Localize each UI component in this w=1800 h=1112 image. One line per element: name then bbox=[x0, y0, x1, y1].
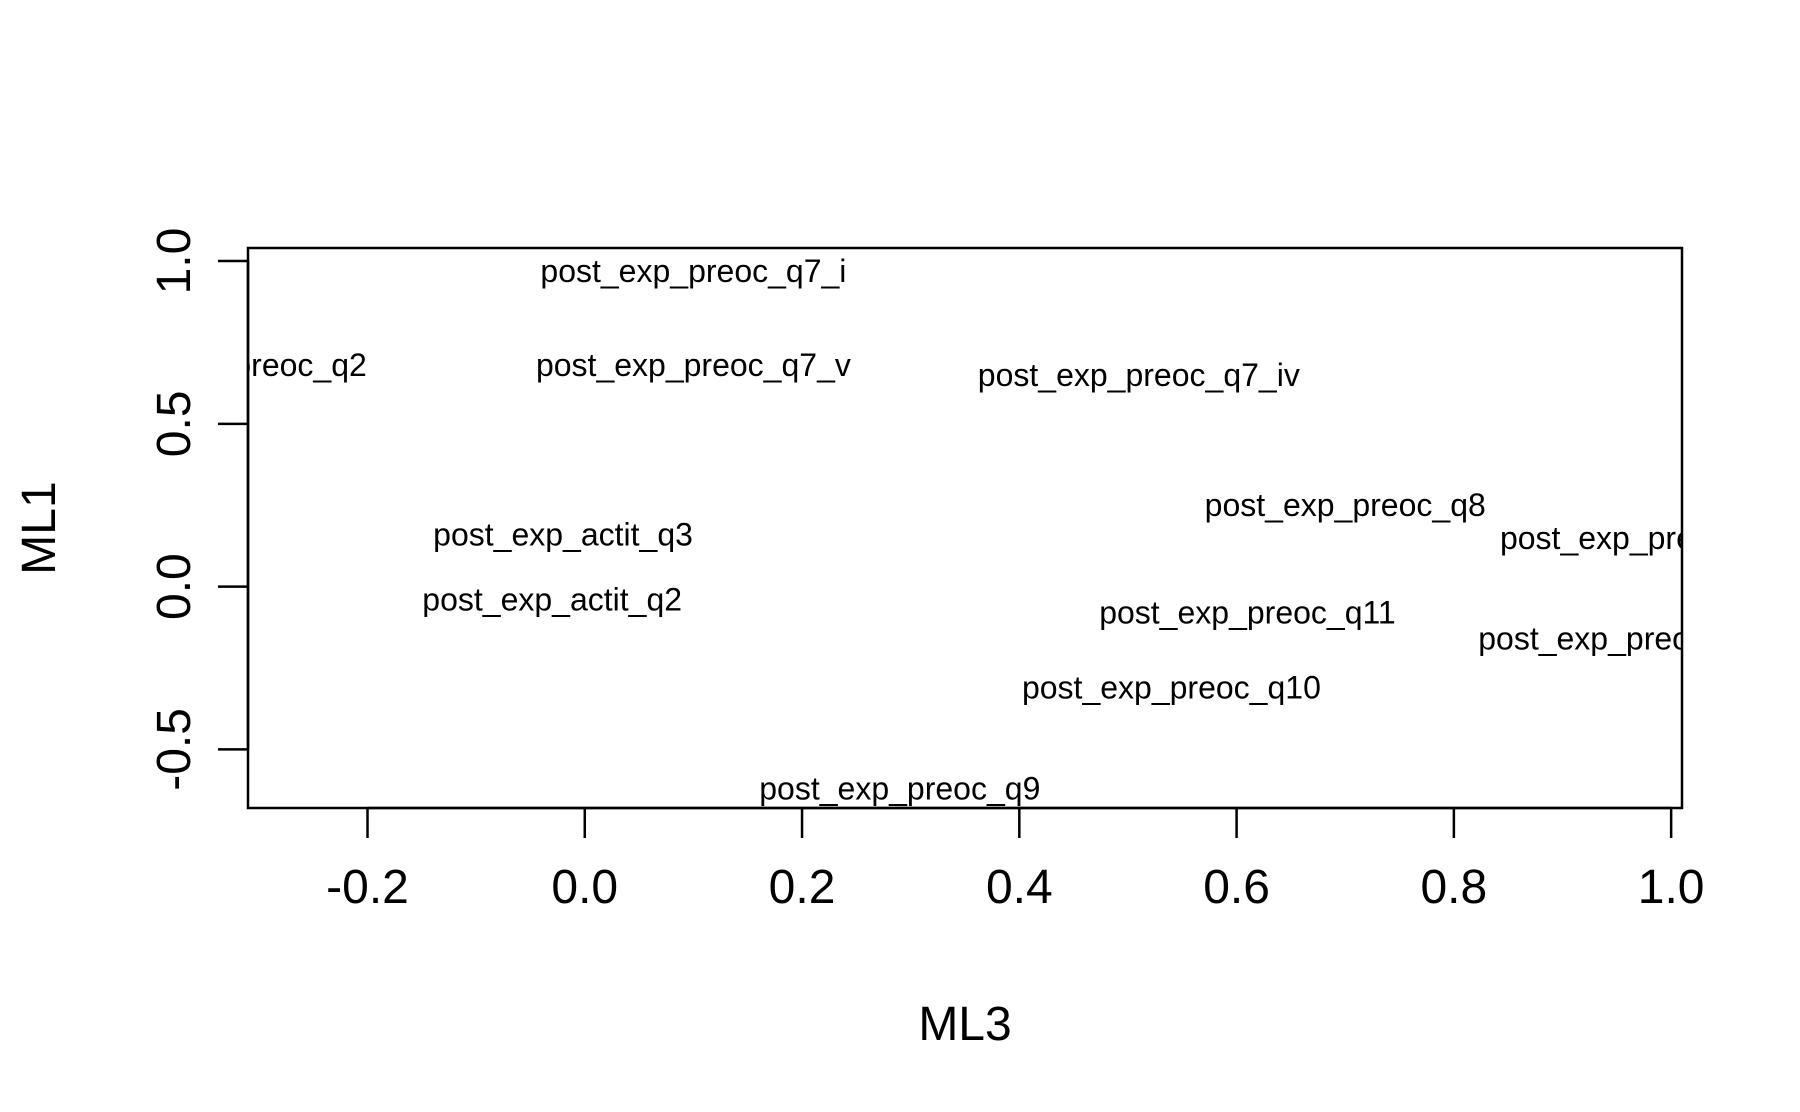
point-label: post_exp_preoc_q7_v bbox=[536, 347, 851, 383]
x-tick-label: 0.8 bbox=[1420, 861, 1487, 914]
x-axis-title: ML3 bbox=[918, 998, 1011, 1051]
x-tick-label: 0.0 bbox=[551, 861, 618, 914]
x-tick-label: 0.2 bbox=[769, 861, 836, 914]
x-axis: -0.2 0.0 0.2 0.4 0.6 0.8 1.0 bbox=[326, 806, 1705, 914]
point-label: post_exp_preoc_q9 bbox=[759, 770, 1040, 806]
y-tick-label: 0.0 bbox=[148, 553, 201, 620]
y-axis-title: ML1 bbox=[13, 481, 66, 574]
point-label: post_exp_preoc_q8 bbox=[1205, 487, 1486, 523]
point-label: post_exp_preoc_q2 bbox=[86, 347, 367, 383]
x-tick-label: 0.4 bbox=[986, 861, 1053, 914]
point-label: post_exp_actit_q2 bbox=[422, 582, 682, 618]
point-label: post_exp_preoc_q7_i bbox=[540, 253, 846, 289]
y-axis: -0.5 0.0 0.5 1.0 bbox=[148, 228, 250, 791]
point-label: post_exp_preoc_q11 bbox=[1099, 595, 1396, 631]
x-tick-label: 0.6 bbox=[1203, 861, 1270, 914]
point-label: post_exp_preoc_q12 bbox=[1500, 520, 1799, 556]
point-label: post_exp_preoc_q7_iv bbox=[978, 357, 1300, 393]
x-tick-label: 1.0 bbox=[1638, 861, 1705, 914]
x-tick-label: -0.2 bbox=[326, 861, 409, 914]
point-label: post_exp_preoc_q10 bbox=[1022, 670, 1321, 706]
y-tick-label: -0.5 bbox=[148, 708, 201, 791]
point-label: post_exp_actit_q3 bbox=[433, 517, 693, 553]
point-label: post_exp_preoc_q13 bbox=[1478, 621, 1777, 657]
y-tick-label: 1.0 bbox=[148, 228, 201, 295]
y-tick-label: 0.5 bbox=[148, 390, 201, 457]
